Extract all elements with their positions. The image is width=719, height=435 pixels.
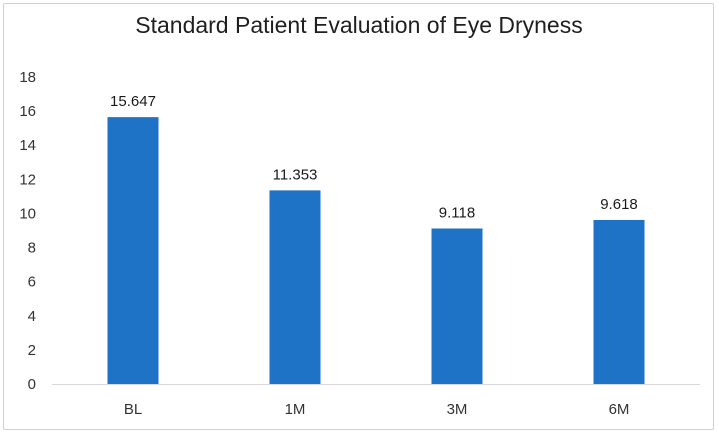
bar-1m xyxy=(269,190,321,384)
y-tick-label: 2 xyxy=(28,342,36,359)
data-label-1m: 11.353 xyxy=(273,166,318,183)
data-labels: 15.647 11.353 9.118 9.618 xyxy=(110,93,638,221)
y-tick-label: 6 xyxy=(28,274,36,291)
x-tick-label-bl: BL xyxy=(124,401,142,418)
data-label-3m: 9.118 xyxy=(439,204,475,221)
data-label-bl: 15.647 xyxy=(110,93,156,110)
y-axis: 0 2 4 6 8 10 12 14 16 18 xyxy=(19,69,36,393)
y-tick-label: 14 xyxy=(19,137,36,154)
bar-6m xyxy=(593,219,645,384)
y-tick-label: 16 xyxy=(19,103,36,120)
y-tick-label: 4 xyxy=(28,308,36,325)
bar-3m xyxy=(431,228,483,384)
y-tick-label: 8 xyxy=(28,240,36,257)
x-tick-label-6m: 6M xyxy=(609,401,630,418)
y-tick-label: 12 xyxy=(19,171,36,188)
y-tick-label: 10 xyxy=(19,205,36,222)
chart-title: Standard Patient Evaluation of Eye Dryne… xyxy=(135,12,582,38)
y-tick-label: 18 xyxy=(19,69,36,86)
x-axis: BL 1M 3M 6M xyxy=(52,384,700,418)
bar-bl xyxy=(107,117,159,385)
y-tick-label: 0 xyxy=(28,376,36,393)
data-label-6m: 9.618 xyxy=(600,196,638,213)
x-tick-label-1m: 1M xyxy=(285,401,306,418)
x-tick-label-3m: 3M xyxy=(447,401,468,418)
bars xyxy=(107,117,645,385)
